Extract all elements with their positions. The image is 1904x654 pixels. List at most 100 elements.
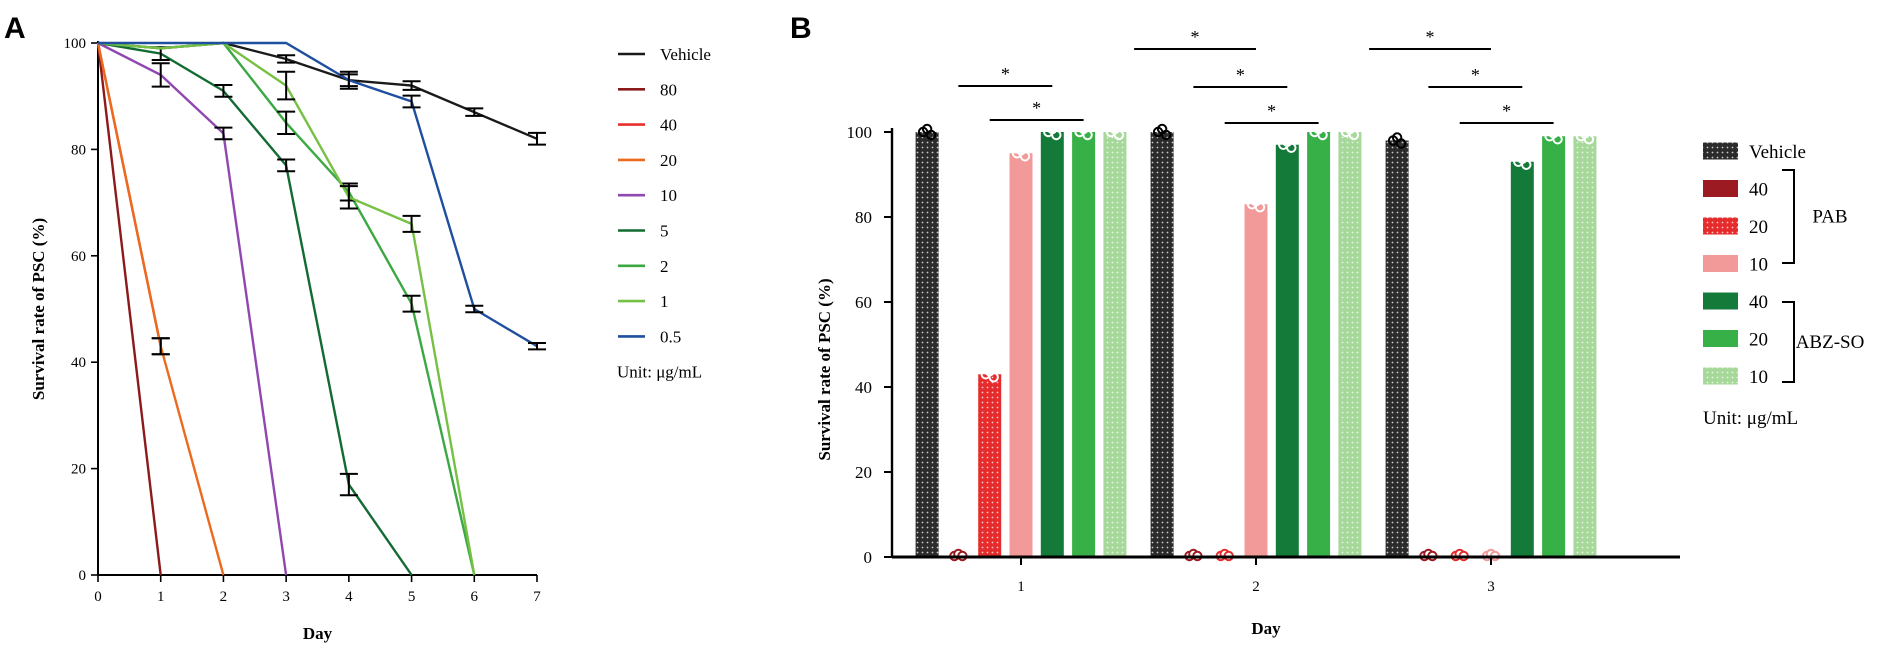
x-tick-label: 2 xyxy=(220,589,228,605)
data-point xyxy=(1113,129,1125,141)
data-point xyxy=(1019,151,1031,162)
series-line-80 xyxy=(96,42,162,576)
panel-b: 0 20 40 60 80 100 1 2 3 Day Survival rate of PSC (… xyxy=(815,27,1864,638)
legend-label: Vehicle xyxy=(1749,142,1806,163)
x-tick-label: 7 xyxy=(533,589,541,605)
legend-label: 2 xyxy=(660,257,669,276)
bar-texture xyxy=(1338,132,1362,557)
y-tick-label: 20 xyxy=(71,462,86,478)
legend-label: 20 xyxy=(660,151,677,170)
legend-label: 20 xyxy=(1749,217,1768,238)
data-point xyxy=(1552,134,1563,145)
data-point xyxy=(1583,134,1595,145)
bar-ABZ-SO-40-day3 xyxy=(1510,161,1534,557)
y-tick-label: 60 xyxy=(71,249,86,265)
legend-label: 10 xyxy=(1749,255,1768,276)
panel-label-a: A xyxy=(4,12,26,45)
bar-texture xyxy=(1385,140,1409,557)
significance-star: * xyxy=(1502,101,1511,121)
legend-label: Vehicle xyxy=(660,45,711,64)
y-tick-label: 0 xyxy=(864,548,873,567)
legend-swatch xyxy=(1703,292,1738,310)
legend-label: 40 xyxy=(660,116,677,135)
legend-label: 20 xyxy=(1749,330,1768,351)
data-point xyxy=(1521,159,1532,170)
bar-ABZ-SO-20-day1 xyxy=(1072,132,1096,557)
bar-PAB-10-day2 xyxy=(1244,204,1268,557)
significance-star: * xyxy=(1032,98,1041,118)
legend-group-bracket xyxy=(1782,301,1795,383)
bar-texture xyxy=(1573,136,1597,557)
bar-texture xyxy=(1103,132,1127,557)
y-axis-title: Survival rate of PSC (%) xyxy=(815,278,834,460)
x-tick-label: 4 xyxy=(345,589,353,605)
y-tick-label: 0 xyxy=(79,568,87,584)
bar-PAB-10-day1 xyxy=(1009,153,1033,557)
series-line-0.5 xyxy=(98,41,538,348)
legend-label: 40 xyxy=(1749,292,1768,313)
legend-swatch xyxy=(1703,180,1738,197)
significance-star: * xyxy=(1471,65,1480,85)
legend-label: 5 xyxy=(660,222,669,241)
significance-star: * xyxy=(1236,65,1245,85)
panel-a: 0 20 40 60 80 100 0 1 2 3 4 5 6 7 Day Survival rate of … xyxy=(29,36,711,643)
y-tick-label: 80 xyxy=(71,142,86,158)
y-tick-label: 100 xyxy=(847,123,873,142)
x-tick-label: 0 xyxy=(94,589,102,605)
series-line-10 xyxy=(97,41,288,576)
significance-star: * xyxy=(1426,27,1435,47)
legend-label: 40 xyxy=(1749,180,1768,201)
legend-group-label: PAB xyxy=(1812,207,1847,228)
legend-label: 10 xyxy=(660,186,677,205)
x-axis-title: Day xyxy=(303,624,333,643)
legend-unit: Unit: μg/mL xyxy=(1703,408,1798,429)
legend-group-label: ABZ-SO xyxy=(1796,332,1865,353)
panel-label-b: B xyxy=(790,12,812,45)
bar-texture xyxy=(978,374,1002,557)
legend-swatch xyxy=(1703,255,1738,272)
data-point xyxy=(925,129,937,141)
bar-ABZ-SO-20-day3 xyxy=(1542,136,1566,557)
legend-group-bracket xyxy=(1782,169,1795,264)
series-line-Vehicle xyxy=(97,41,538,140)
legend-label: 80 xyxy=(660,80,677,99)
y-tick-label: 60 xyxy=(855,293,872,312)
legend-label: 1 xyxy=(660,292,669,311)
bar-ABZ-SO-40-day2 xyxy=(1275,144,1299,557)
y-tick-label: 80 xyxy=(855,208,872,227)
bar-texture xyxy=(915,132,939,557)
data-point xyxy=(1082,129,1093,141)
legend-label: 10 xyxy=(1749,367,1768,388)
significance-star: * xyxy=(1191,27,1200,47)
legend-swatch-texture xyxy=(1703,217,1738,235)
data-point xyxy=(1348,129,1360,141)
x-tick-label: 6 xyxy=(471,589,479,605)
x-axis-title: Day xyxy=(1251,619,1281,638)
x-tick-label: 5 xyxy=(408,589,416,605)
bar-texture xyxy=(1150,132,1174,557)
y-axis-title: Survival rate of PSC (%) xyxy=(29,218,48,400)
x-tick-label: 1 xyxy=(157,589,165,605)
data-point xyxy=(988,372,999,383)
data-point xyxy=(1286,142,1297,153)
series-line-20 xyxy=(96,42,225,576)
significance-star: * xyxy=(1001,64,1010,84)
y-tick-label: 100 xyxy=(64,36,87,52)
series-line-5 xyxy=(97,41,413,576)
data-point xyxy=(1160,129,1172,141)
data-point xyxy=(1051,129,1062,141)
legend-swatch-texture xyxy=(1703,367,1738,385)
legend-swatch-texture xyxy=(1703,142,1738,160)
y-tick-label: 40 xyxy=(855,378,872,397)
x-tick-label: 1 xyxy=(1017,579,1025,595)
significance-star: * xyxy=(1267,101,1276,121)
x-tick-label: 2 xyxy=(1252,579,1260,595)
y-tick-label: 20 xyxy=(855,463,872,482)
legend-swatch xyxy=(1703,330,1738,347)
legend-label: 0.5 xyxy=(660,327,681,346)
data-point xyxy=(1317,129,1328,141)
y-tick-label: 40 xyxy=(71,355,86,371)
bar-ABZ-SO-20-day2 xyxy=(1307,132,1331,557)
data-point xyxy=(1254,202,1266,213)
